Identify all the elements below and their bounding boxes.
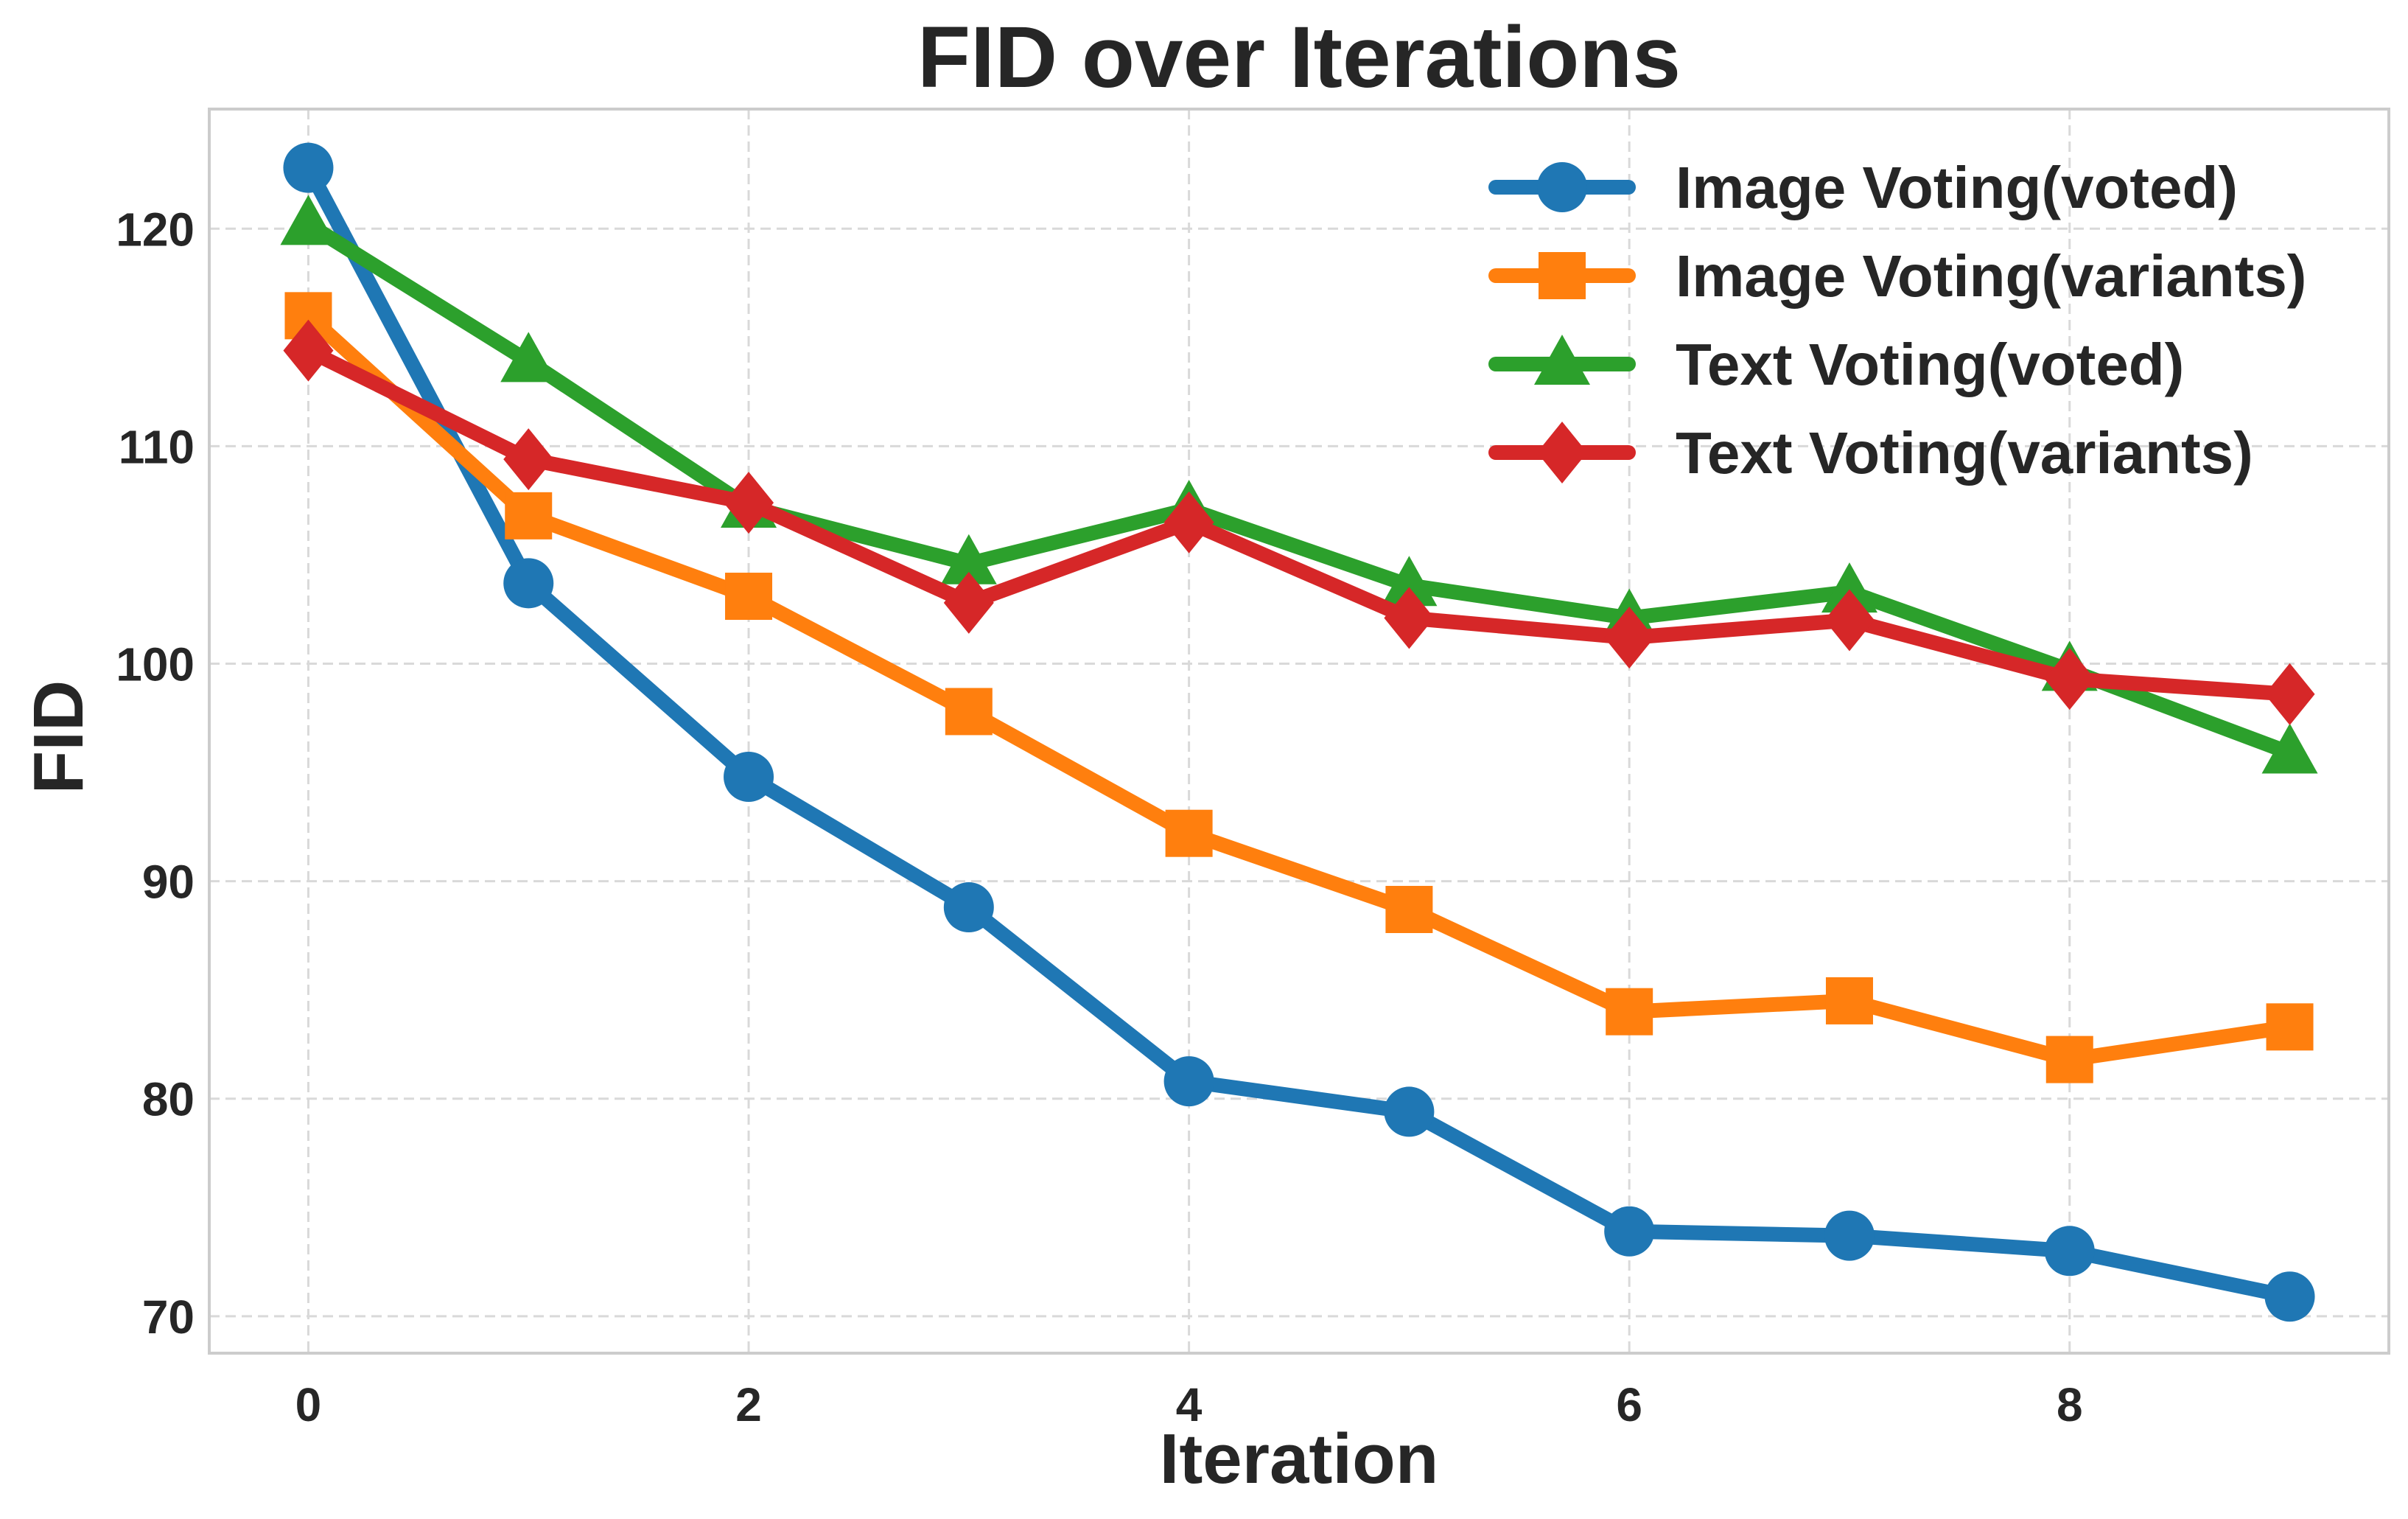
data-point-diamond bbox=[2264, 663, 2315, 725]
legend-item: Text Voting(variants) bbox=[1488, 420, 2253, 486]
series-line bbox=[301, 217, 2297, 761]
legend-marker-diamond bbox=[1537, 422, 1587, 483]
data-point-square bbox=[1165, 809, 1213, 857]
x-tick-label: 2 bbox=[735, 1378, 762, 1431]
data-point-diamond bbox=[1163, 491, 1214, 554]
data-point-square bbox=[2266, 1003, 2314, 1051]
series-image-voting-variants bbox=[284, 292, 2314, 1083]
data-point-diamond bbox=[1384, 587, 1435, 649]
legend-item: Text Voting(voted) bbox=[1488, 332, 2184, 397]
data-point-diamond bbox=[724, 472, 774, 534]
plot-frame bbox=[208, 108, 2390, 1355]
data-point-circle bbox=[1824, 1210, 1875, 1261]
data-point-circle bbox=[283, 142, 334, 193]
data-point-circle bbox=[2264, 1271, 2315, 1322]
data-series bbox=[280, 142, 2318, 1322]
legend-marker-square bbox=[1539, 252, 1586, 299]
data-point-circle bbox=[503, 558, 554, 609]
data-point-triangle bbox=[280, 195, 337, 245]
data-point-triangle bbox=[1821, 562, 1877, 613]
axis-ticks: 0 2 4 6 8 70 80 90 100 110 120 bbox=[116, 203, 2082, 1431]
data-point-triangle bbox=[940, 534, 997, 584]
data-point-triangle bbox=[500, 332, 557, 383]
legend-label: Text Voting(voted) bbox=[1676, 332, 2184, 397]
data-point-circle bbox=[2044, 1226, 2095, 1277]
data-point-circle bbox=[1163, 1056, 1214, 1107]
data-point-diamond bbox=[1824, 589, 1875, 652]
data-point-square bbox=[1825, 977, 1873, 1024]
data-point-diamond bbox=[503, 428, 554, 491]
data-point-circle bbox=[724, 751, 774, 802]
x-tick-label: 4 bbox=[1176, 1378, 1203, 1431]
legend-label: Image Voting(voted) bbox=[1676, 155, 2238, 220]
legend-label: Image Voting(variants) bbox=[1676, 243, 2306, 309]
y-tick-label: 110 bbox=[119, 420, 195, 473]
data-point-square bbox=[725, 573, 773, 621]
legend: Image Voting(voted) Image Voting(variants… bbox=[1488, 155, 2306, 486]
data-point-diamond bbox=[1604, 607, 1655, 669]
series-line bbox=[301, 308, 2297, 1067]
chart-title: FID over Iterations bbox=[917, 9, 1681, 106]
series-line bbox=[301, 343, 2297, 702]
data-point-circle bbox=[1604, 1206, 1655, 1257]
series-line bbox=[301, 160, 2297, 1305]
y-tick-label: 120 bbox=[116, 203, 195, 256]
x-axis-label: Iteration bbox=[1160, 1420, 1439, 1498]
legend-item: Image Voting(variants) bbox=[1488, 243, 2306, 309]
y-tick-label: 80 bbox=[142, 1073, 195, 1126]
data-point-square bbox=[1606, 988, 1653, 1036]
data-point-circle bbox=[1384, 1086, 1435, 1137]
y-axis-label: FID bbox=[19, 680, 98, 795]
data-point-triangle bbox=[2261, 723, 2318, 774]
data-point-diamond bbox=[2044, 648, 2095, 710]
data-point-triangle bbox=[1381, 556, 1438, 607]
y-tick-label: 100 bbox=[116, 638, 195, 691]
series-image-voting-voted bbox=[283, 142, 2315, 1322]
x-tick-label: 8 bbox=[2057, 1378, 2083, 1431]
data-point-square bbox=[505, 492, 553, 539]
x-tick-label: 6 bbox=[1616, 1378, 1642, 1431]
data-point-square bbox=[945, 688, 993, 736]
legend-marker-circle bbox=[1537, 162, 1587, 212]
legend-label: Text Voting(variants) bbox=[1676, 420, 2253, 486]
data-point-square bbox=[2045, 1036, 2093, 1083]
legend-item: Image Voting(voted) bbox=[1488, 155, 2238, 220]
y-tick-label: 90 bbox=[142, 856, 195, 909]
data-point-circle bbox=[943, 882, 994, 933]
data-point-square bbox=[1385, 885, 1433, 933]
data-point-diamond bbox=[283, 319, 334, 382]
data-point-diamond bbox=[943, 571, 994, 634]
x-tick-label: 0 bbox=[295, 1378, 322, 1431]
series-text-voting-variants bbox=[283, 319, 2315, 725]
legend-marker-triangle bbox=[1534, 335, 1590, 385]
y-tick-label: 70 bbox=[142, 1291, 195, 1344]
